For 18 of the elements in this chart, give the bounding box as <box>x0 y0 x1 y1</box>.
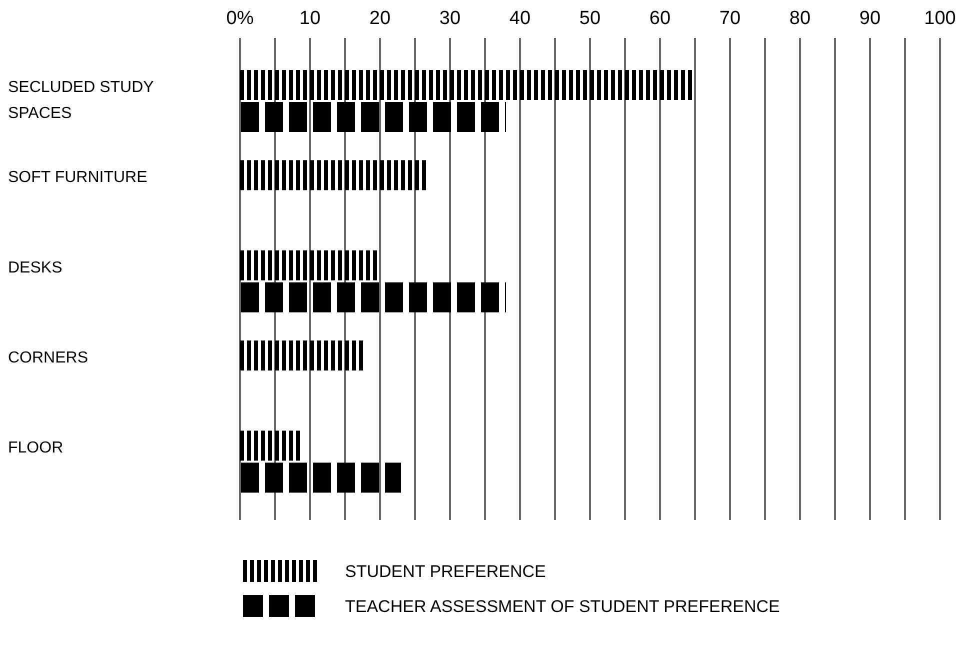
x-tick-label: 80 <box>789 8 811 29</box>
y-tick-label: DESKS <box>8 259 62 276</box>
y-tick-label: SOFT FURNITURE <box>8 169 148 186</box>
x-tick-label: 100 <box>924 8 956 29</box>
x-tick-label: 70 <box>719 8 741 29</box>
x-tick-label: 0% <box>226 8 254 29</box>
x-tick-label: 90 <box>859 8 881 29</box>
x-tick-label: 10 <box>299 8 321 29</box>
x-tick-label: 40 <box>509 8 531 29</box>
y-tick-label: FLOOR <box>8 440 64 457</box>
x-tick-label: 30 <box>439 8 461 29</box>
x-tick-label: 20 <box>369 8 391 29</box>
x-tick-label: 60 <box>649 8 671 29</box>
y-tick-label: SECLUDED STUDY SPACES <box>8 79 154 122</box>
legend-label: TEACHER ASSESSMENT OF STUDENT PREFERENCE <box>345 597 780 616</box>
legend-label: STUDENT PREFERENCE <box>345 562 546 581</box>
x-tick-label: 50 <box>579 8 601 29</box>
y-tick-label: CORNERS <box>8 349 88 366</box>
